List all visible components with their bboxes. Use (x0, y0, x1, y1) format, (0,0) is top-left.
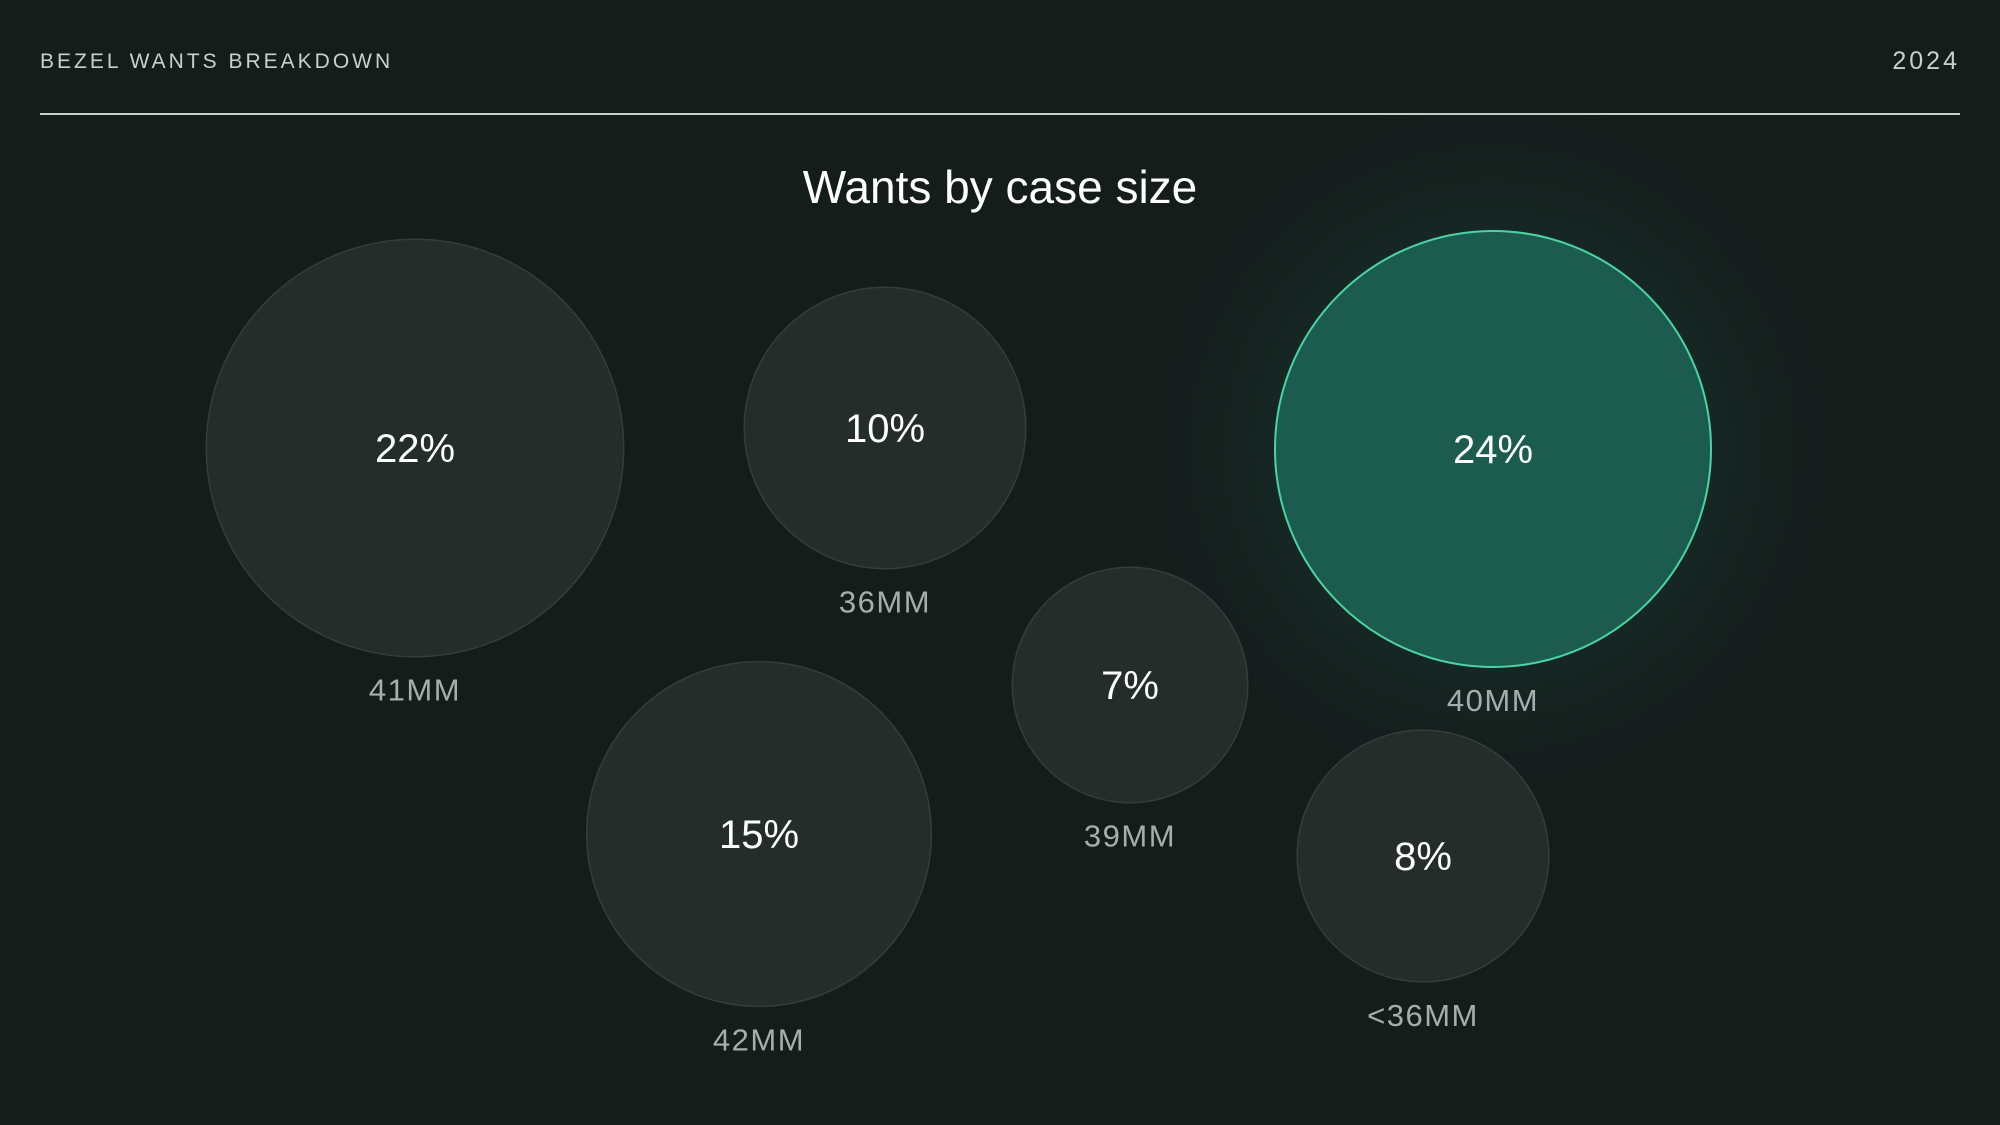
bubble-category-label-lt-36mm: <36MM (1367, 998, 1479, 1033)
bubble-value-label-41mm: 22% (375, 427, 455, 471)
bubble-36mm (743, 286, 1027, 570)
bubble-lt-36mm (1296, 729, 1550, 983)
bubble-40mm (1274, 230, 1712, 668)
bubble-category-label-36mm: 36MM (839, 585, 931, 620)
bubble-category-label-41mm: 41MM (369, 673, 461, 708)
bubble-category-label-42mm: 42MM (713, 1022, 805, 1057)
bubble-value-label-42mm: 15% (719, 813, 799, 857)
header-year: 2024 (1892, 47, 1960, 75)
bubble-value-label-36mm: 10% (845, 407, 925, 451)
bubble-39mm (1011, 566, 1249, 804)
bubble-value-label-39mm: 7% (1101, 664, 1159, 708)
chart-title: Wants by case size (802, 161, 1198, 213)
header-brand: BEZEL WANTS BREAKDOWN (40, 50, 394, 73)
bubble-42mm (585, 660, 933, 1008)
bubble-category-label-39mm: 39MM (1084, 819, 1176, 854)
bubble-value-label-40mm: 24% (1453, 428, 1533, 472)
header-divider (40, 113, 1960, 115)
bubble-value-label-lt-36mm: 8% (1394, 835, 1452, 879)
bubble-category-label-40mm: 40MM (1447, 683, 1539, 718)
bubble-41mm (205, 238, 625, 658)
